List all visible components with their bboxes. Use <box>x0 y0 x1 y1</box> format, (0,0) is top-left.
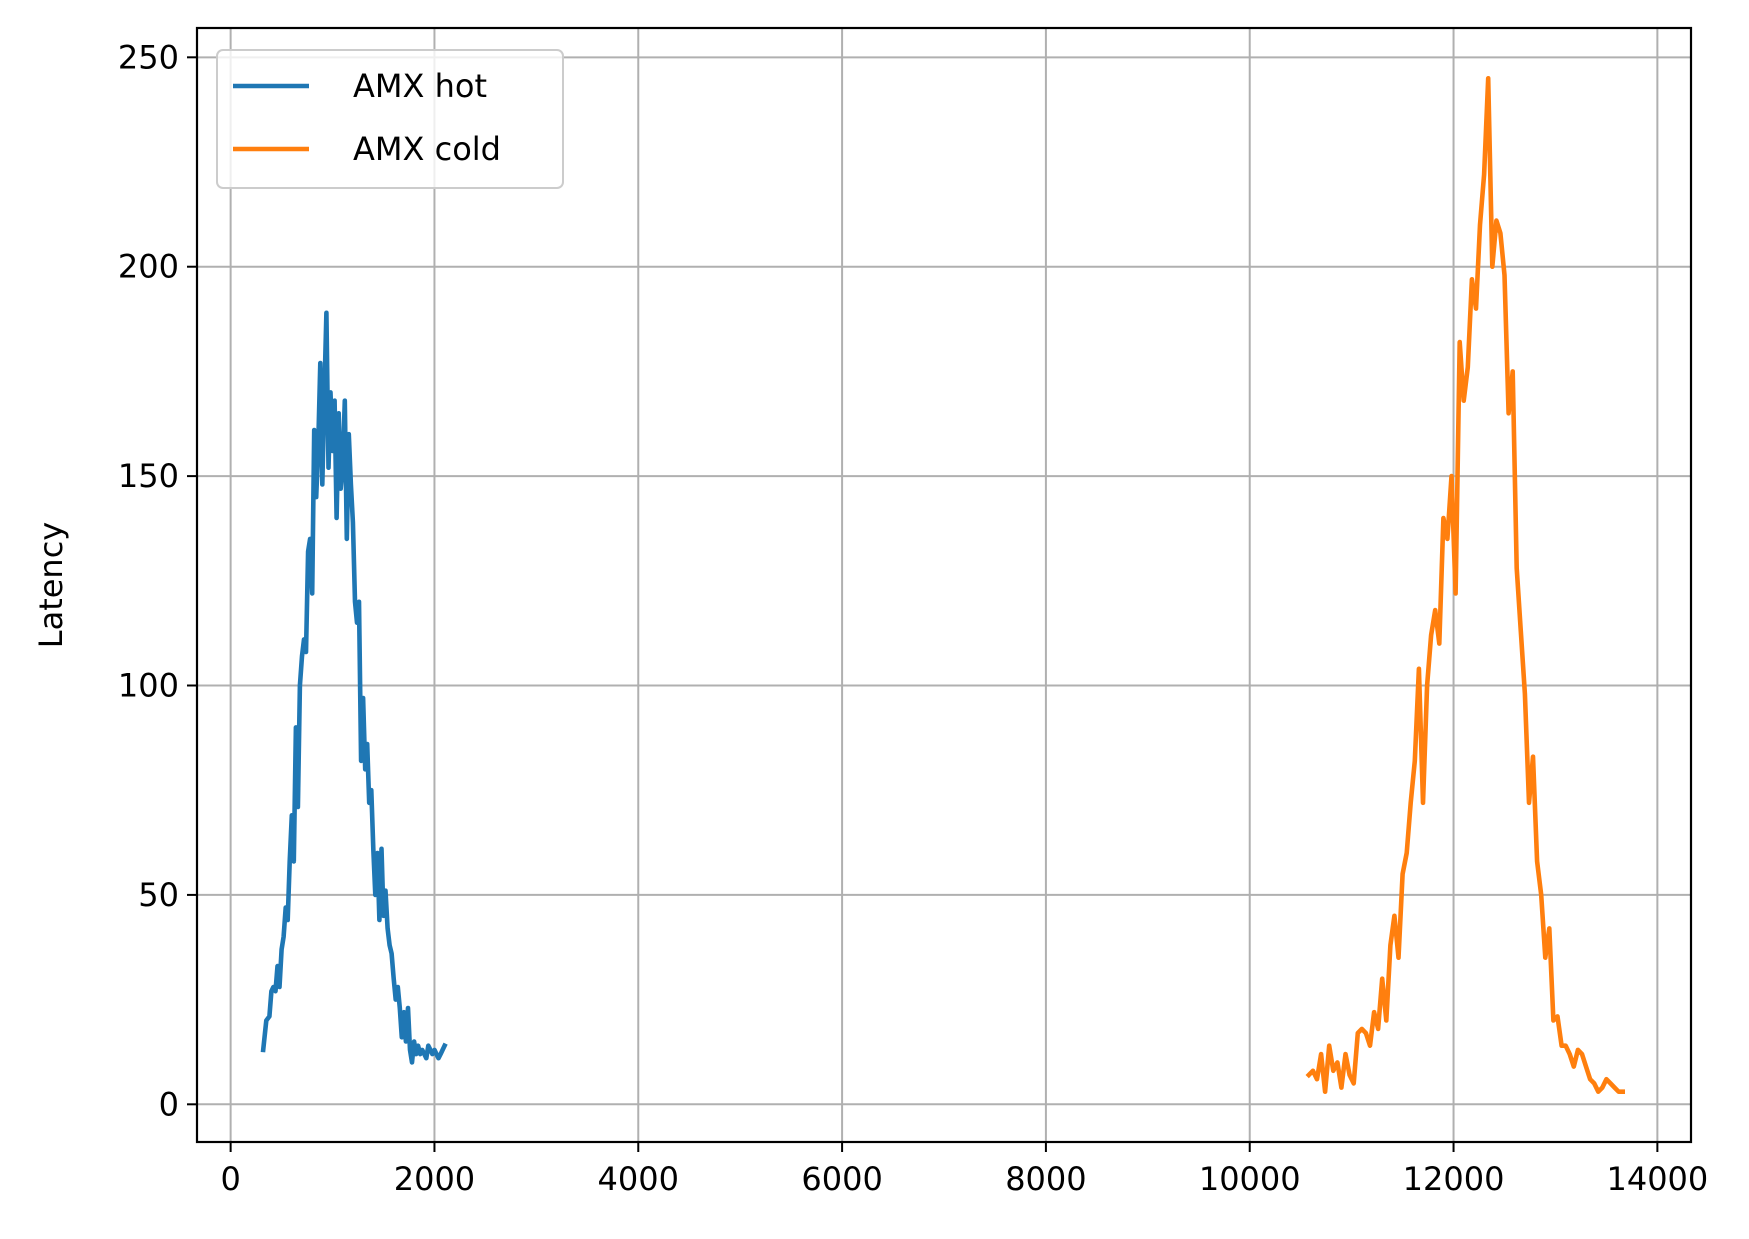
axis-ticks: 0 2000 4000 6000 8000 10000 12000 14000 0 50 100 15… <box>118 38 1708 1198</box>
y-tick-label: 200 <box>118 248 179 286</box>
series-line-amx-hot <box>260 310 448 1065</box>
x-tick-label: 10000 <box>1199 1160 1301 1198</box>
y-tick-label: 150 <box>118 457 179 495</box>
grid <box>197 28 1691 1142</box>
y-tick-label: 250 <box>118 38 179 76</box>
legend-label-amx-cold: AMX cold <box>353 130 501 168</box>
series-layer <box>260 76 1625 1094</box>
y-tick-label: 100 <box>118 667 179 705</box>
series-line-amx-cold <box>1305 76 1625 1094</box>
legend: AMX hot AMX cold <box>216 49 564 189</box>
legend-label-amx-hot: AMX hot <box>353 67 487 105</box>
x-tick-label: 8000 <box>1005 1160 1086 1198</box>
y-tick-label: 50 <box>138 876 179 914</box>
y-axis-label: Latency <box>32 522 70 648</box>
x-tick-label: 4000 <box>598 1160 679 1198</box>
plot-frame <box>195 26 1693 1144</box>
x-tick-label: 6000 <box>801 1160 882 1198</box>
y-tick-label: 0 <box>159 1085 179 1123</box>
x-tick-label: 12000 <box>1403 1160 1505 1198</box>
x-tick-label: 0 <box>220 1160 240 1198</box>
x-tick-label: 2000 <box>394 1160 475 1198</box>
x-tick-label: 14000 <box>1606 1160 1708 1198</box>
